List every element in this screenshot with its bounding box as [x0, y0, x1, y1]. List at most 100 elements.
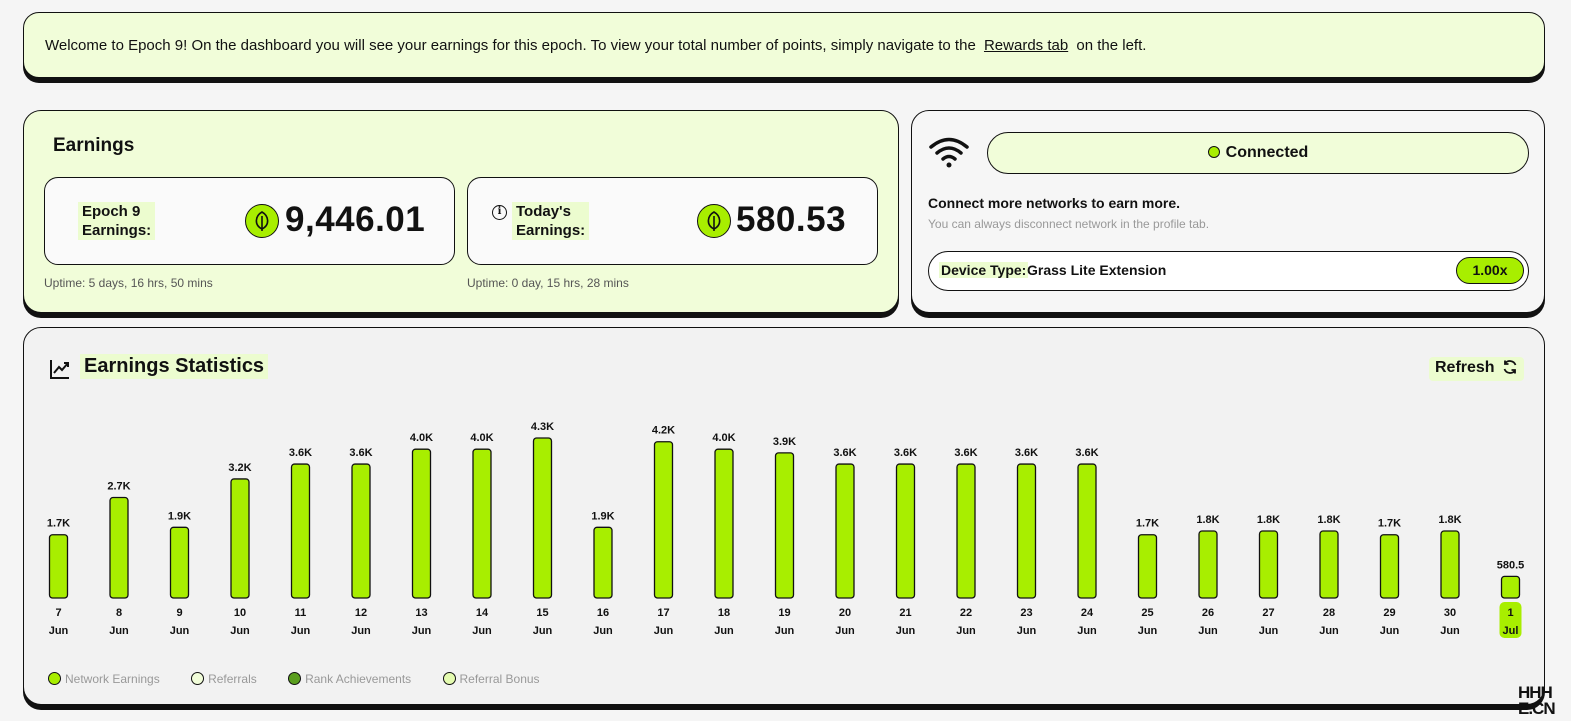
- x-tick-month-label: Jun: [775, 625, 795, 637]
- today-earnings-label-line1: Today's: [516, 203, 571, 220]
- banner-text-before: Welcome to Epoch 9! On the dashboard you…: [45, 37, 976, 54]
- bar-data-label: 4.0K: [410, 432, 433, 444]
- bar-data-label: 3.6K: [954, 447, 977, 459]
- chart-bar: [956, 463, 976, 599]
- chart-bar: [714, 448, 734, 599]
- legend-swatch: [288, 672, 302, 685]
- x-tick-day-label: 10: [234, 607, 246, 619]
- epoch-earnings-label-line1: Epoch 9: [82, 203, 141, 220]
- chart-bar: [411, 448, 432, 599]
- x-tick-month-label: Jun: [412, 625, 432, 637]
- bar-data-label: 3.6K: [1075, 447, 1098, 459]
- chart-bar: [1500, 575, 1521, 599]
- bar-data-label: 3.6K: [289, 447, 312, 459]
- x-tick-day-label: 9: [176, 607, 182, 619]
- x-tick-month-label: Jun: [1138, 625, 1158, 637]
- x-tick-day-label: 28: [1323, 607, 1335, 619]
- refresh-button[interactable]: Refresh: [1429, 357, 1525, 381]
- x-tick-month-label: Jun: [714, 625, 734, 637]
- x-tick-day-label: 30: [1444, 607, 1456, 619]
- bar-data-label: 4.2K: [652, 425, 675, 437]
- earnings-card: Earnings Epoch 9 Earnings: 9,446.01 Upti…: [23, 110, 899, 313]
- trending-up-icon: [50, 360, 69, 379]
- x-tick-day-label: 24: [1081, 607, 1094, 619]
- epoch-earnings-label-line2: Earnings:: [82, 222, 152, 239]
- legend-label: Referrals: [208, 672, 257, 686]
- network-card: Connected Connect more networks to earn …: [911, 110, 1545, 313]
- x-tick-month-label: Jun: [593, 625, 613, 637]
- bar-data-label: 1.8K: [1438, 514, 1461, 526]
- bar-data-label: 1.9K: [591, 510, 614, 522]
- bar-data-label: 1.7K: [1136, 518, 1159, 530]
- legend-item[interactable]: Network Earnings: [48, 672, 160, 686]
- x-tick-day-label: 19: [778, 607, 790, 619]
- bar-data-label: 3.6K: [833, 447, 856, 459]
- network-subtext: You can always disconnect network in the…: [928, 217, 1210, 231]
- x-tick-month-label: Jun: [49, 625, 69, 637]
- x-tick-day-label: 13: [415, 607, 427, 619]
- connection-status-button[interactable]: Connected: [987, 132, 1529, 174]
- bar-data-label: 3.2K: [228, 462, 251, 474]
- x-tick-day-label: 7: [55, 607, 61, 619]
- today-uptime: Uptime: 0 day, 15 hrs, 28 mins: [467, 276, 629, 290]
- x-tick-day-label: 20: [839, 607, 851, 619]
- bar-data-label: 4.0K: [470, 432, 493, 444]
- x-tick-month-label: Jun: [351, 625, 371, 637]
- rewards-tab-link[interactable]: Rewards tab: [983, 37, 1069, 54]
- bar-data-label: 1.8K: [1317, 514, 1340, 526]
- x-tick-day-label: 26: [1202, 607, 1214, 619]
- selected-day-highlight: [1499, 602, 1522, 638]
- info-icon[interactable]: i: [492, 205, 507, 220]
- device-type-value: Grass Lite Extension: [1027, 262, 1167, 278]
- wifi-icon: [929, 137, 969, 168]
- legend-label: Rank Achievements: [305, 672, 412, 686]
- chart-bar: [169, 526, 190, 599]
- x-tick-day-label: 22: [960, 607, 972, 619]
- x-tick-month-label: Jun: [654, 625, 674, 637]
- x-tick-month-label: Jun: [1198, 625, 1218, 637]
- earnings-title: Earnings: [53, 135, 135, 156]
- x-tick-month-label: Jun: [1077, 625, 1097, 637]
- chart-bar: [653, 441, 674, 599]
- bar-data-label: 3.6K: [894, 447, 917, 459]
- earnings-bar-chart: 1.7K 7 Jun 2.7K 8 Jun 1.9K 9 Jun 3.2K 10 Jun 3.6K 11 J…: [47, 421, 1525, 638]
- bar-data-label: 3.9K: [773, 436, 796, 448]
- x-tick-day-label: 21: [899, 607, 911, 619]
- welcome-banner: Welcome to Epoch 9! On the dashboard you…: [23, 12, 1545, 78]
- epoch-earnings-label: Epoch 9 Earnings:: [78, 202, 156, 240]
- x-tick-month-label: Jun: [1259, 625, 1279, 637]
- x-tick-day-label: 15: [536, 607, 548, 619]
- chart-bar: [1198, 530, 1218, 599]
- watermark-line2: E.CN: [1518, 699, 1556, 718]
- x-tick-day-label: 1: [1507, 607, 1513, 619]
- refresh-label: Refresh: [1435, 359, 1495, 376]
- multiplier-badge: 1.00x: [1456, 257, 1524, 284]
- bar-data-label: 1.7K: [1378, 518, 1401, 530]
- bar-data-label: 1.8K: [1196, 514, 1219, 526]
- x-tick-month-label: Jun: [1017, 625, 1037, 637]
- x-tick-month-label: Jun: [472, 625, 492, 637]
- x-tick-day-label: 29: [1383, 607, 1395, 619]
- chart-bar: [1440, 530, 1460, 599]
- chart-bar: [1016, 463, 1037, 599]
- watermark-line1: HHH: [1518, 683, 1553, 702]
- chart-bar: [1379, 534, 1400, 599]
- grass-leaf-icon: [697, 204, 731, 238]
- chart-bar: [532, 437, 553, 599]
- refresh-icon: [1503, 360, 1517, 374]
- legend-item[interactable]: Referrals: [191, 672, 257, 686]
- chart-bar: [1137, 534, 1158, 599]
- banner-text-after: on the left.: [1076, 37, 1147, 54]
- legend-item[interactable]: Rank Achievements: [288, 672, 411, 686]
- x-tick-month-label: Jun: [291, 625, 311, 637]
- bar-data-label: 580.5: [1497, 559, 1525, 571]
- today-earnings-label: Today's Earnings:: [512, 202, 590, 240]
- legend-label: Referral Bonus: [459, 672, 540, 686]
- x-tick-day-label: 27: [1262, 607, 1274, 619]
- earnings-statistics-card: 1.7K 7 Jun 2.7K 8 Jun 1.9K 9 Jun 3.2K 10 Jun 3.6K 11 J…: [23, 327, 1545, 705]
- chart-bar: [835, 463, 855, 599]
- x-tick-month-label: Jun: [230, 625, 250, 637]
- x-tick-month-label: Jun: [170, 625, 190, 637]
- x-tick-day-label: 18: [718, 607, 730, 619]
- legend-item[interactable]: Referral Bonus: [442, 672, 540, 686]
